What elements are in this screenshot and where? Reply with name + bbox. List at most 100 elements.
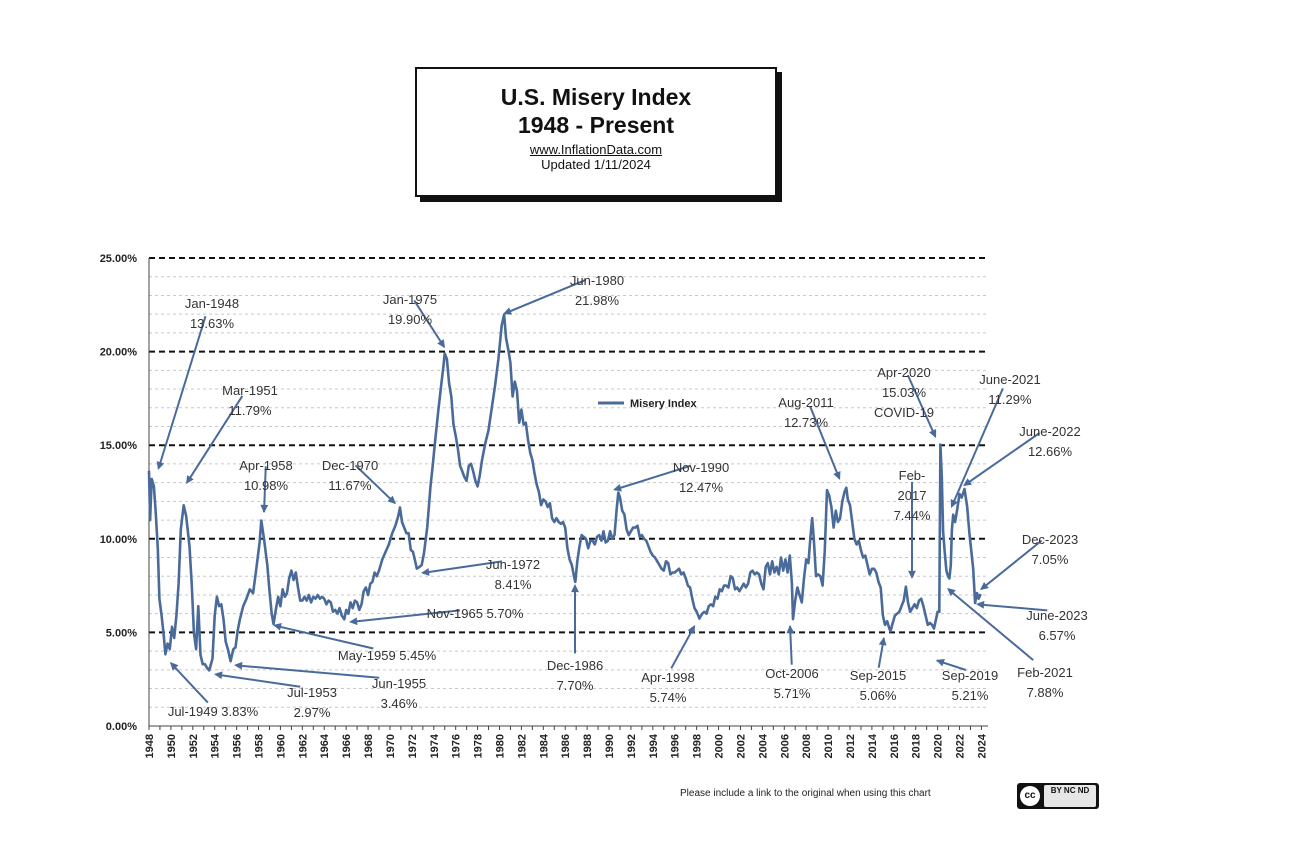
annotation-label: Jan-1948 [185, 296, 239, 311]
annotation-arrowhead [170, 662, 179, 671]
annotation: Nov-1965 5.70% [349, 606, 524, 626]
y-tick-label: 20.00% [100, 347, 138, 359]
annotation-arrow [275, 624, 374, 650]
chart-title-box: U.S. Misery Index 1948 - Present www.Inf… [415, 67, 777, 197]
annotation: Jun-1980 21.98% [503, 273, 624, 315]
y-tick-label: 5.00% [106, 627, 137, 639]
annotation: Apr-1998 5.74% [641, 625, 696, 705]
annotation-arrowhead [908, 570, 916, 579]
annotation-label: June-2022 [1019, 424, 1080, 439]
x-tick-label: 2024 [976, 733, 988, 758]
annotation-label: Apr-1958 [239, 458, 292, 473]
annotation-arrow [413, 299, 446, 348]
annotation-label: 13.63% [190, 316, 235, 331]
annotation-arrowhead [833, 471, 841, 480]
annotation-arrow [948, 589, 1034, 661]
annotation: Sep-2015 5.06% [850, 637, 906, 703]
annotation: Oct-2006 5.71% [765, 625, 819, 701]
annotation-arrowhead [963, 478, 972, 486]
x-tick-label: 1962 [297, 734, 309, 758]
annotation-label: 7.44% [894, 508, 931, 523]
annotation-label: Jun-1980 [570, 273, 624, 288]
annotation-arrow [670, 625, 696, 669]
annotation-label: Nov-1965 5.70% [427, 606, 524, 621]
annotation-label: 12.47% [679, 480, 724, 495]
annotation-label: 3.46% [381, 696, 418, 711]
x-tick-label: 1984 [538, 733, 550, 758]
x-tick-label: 1996 [670, 734, 682, 758]
annotation-arrowhead [503, 307, 512, 315]
annotation-arrow [186, 395, 244, 483]
misery-index-line [147, 313, 982, 672]
x-tick-label: 1970 [385, 734, 397, 758]
annotation: Feb-2021 7.88% [947, 588, 1073, 700]
annotation-arrowhead [260, 504, 269, 513]
annotation-label: 11.79% [228, 403, 272, 418]
annotation-label: Aug-2011 [778, 395, 833, 410]
annotation: Jan-1975 19.90% [383, 292, 446, 348]
by-nc-nd-icon: BY NC ND [1044, 785, 1096, 807]
annotation-label: June-2021 [979, 372, 1040, 387]
annotation-arrowhead [786, 625, 795, 634]
annotation: Feb- 2017 7.44% [894, 468, 931, 579]
annotation-label: May-1959 5.45% [338, 648, 437, 663]
annotation-arrowhead [214, 671, 223, 680]
annotation-arrow [170, 662, 209, 704]
annotation-arrowhead [387, 495, 396, 504]
annotation: Aug-2011 12.73% [778, 395, 841, 480]
annotation-label: 5.06% [860, 688, 897, 703]
annotation-label: June-2023 [1026, 608, 1087, 623]
x-tick-label: 2022 [955, 734, 967, 758]
annotation-label: 2.97% [294, 705, 331, 720]
annotation-arrow [351, 609, 460, 623]
annotation-label: 7.70% [557, 678, 594, 693]
annotation-arrow [504, 278, 587, 315]
annotation-arrowhead [421, 568, 430, 576]
x-tick-label: 1976 [451, 734, 463, 758]
x-tick-label: 1980 [494, 734, 506, 758]
annotation-label: 5.71% [774, 686, 811, 701]
x-tick-label: 1960 [275, 734, 287, 758]
annotation-label: 11.29% [988, 392, 1032, 407]
x-tick-label: 1954 [210, 733, 222, 758]
legend: Misery Index [598, 398, 698, 410]
annotation-label: 5.21% [952, 688, 989, 703]
annotation: Apr-2020 15.03% COVID-19 [874, 365, 937, 438]
annotation-label: Sep-2019 [942, 668, 998, 683]
annotation-label: 2017 [898, 488, 927, 503]
annotation-label: Feb-2021 [1017, 665, 1073, 680]
cc-license-badge[interactable]: cc BY NC ND [1017, 783, 1099, 809]
annotation-label: 10.98% [244, 478, 289, 493]
annotation-arrow [158, 315, 207, 468]
annotation-arrowhead [976, 600, 985, 609]
annotation: Dec-1970 11.67% [322, 458, 396, 505]
attribution-note: Please include a link to the original wh… [680, 788, 931, 799]
x-tick-label: 1948 [144, 734, 156, 758]
annotation-arrow [422, 560, 503, 574]
annotation-arrowhead [980, 581, 989, 590]
annotation-label: Nov-1990 [673, 460, 729, 475]
x-tick-label: 1964 [319, 733, 331, 758]
annotation-arrow [980, 539, 1043, 590]
x-tick-label: 1950 [166, 734, 178, 758]
annotation: Mar-1951 11.79% [186, 383, 278, 484]
x-tick-label: 2016 [889, 734, 901, 758]
updated-date: Updated 1/11/2024 [541, 157, 651, 172]
x-tick-label: 1972 [407, 734, 419, 758]
annotation: June-2021 11.29% [950, 372, 1041, 508]
source-link[interactable]: www.InflationData.com [529, 142, 663, 157]
annotation-arrow [614, 464, 691, 491]
annotation-arrow [237, 664, 380, 679]
x-tick-label: 1994 [648, 733, 660, 758]
annotation-arrowhead [156, 461, 165, 470]
annotation-label: Oct-2006 [765, 666, 818, 681]
annotation-label: Sep-2015 [850, 668, 906, 683]
annotation-label: 8.41% [495, 577, 532, 592]
annotation-label: Feb- [899, 468, 926, 483]
annotation-label: 6.57% [1039, 628, 1076, 643]
annotation-arrowhead [947, 588, 956, 597]
x-tick-label: 1982 [516, 734, 528, 758]
annotation-label: 7.05% [1032, 552, 1069, 567]
annotation-label: Apr-2020 [877, 365, 930, 380]
annotation-arrowhead [349, 617, 358, 626]
